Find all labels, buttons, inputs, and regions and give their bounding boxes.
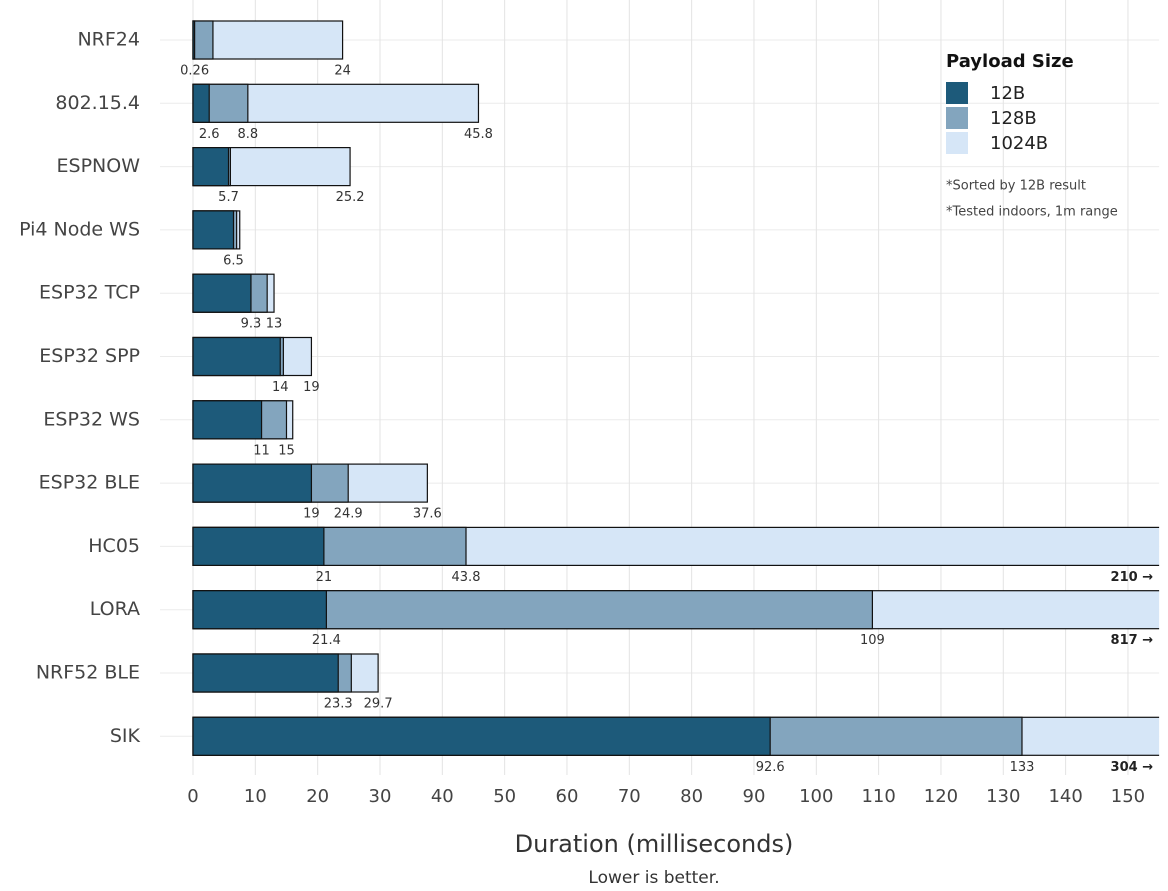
y-tick-label: LORA [90,598,140,620]
x-tick-label: 60 [556,786,579,807]
legend-swatch [946,82,968,104]
value-label: 5.7 [218,190,239,205]
bar [192,526,325,567]
bar [192,463,313,503]
x-tick-label: 80 [680,786,703,807]
x-tick-label: 90 [743,786,766,807]
note: *Sorted by 12B result [946,179,1086,194]
value-label: 29.7 [364,697,393,712]
value-label: 21.4 [312,633,341,648]
value-label: 15 [278,443,295,458]
y-tick-label: ESPNOW [57,155,141,177]
bar [192,716,771,756]
value-label: 0.26 [180,64,209,79]
x-tick-label: 20 [306,786,329,807]
x-tick-label: 100 [799,786,833,807]
y-tick-label: HC05 [88,535,140,557]
value-label: 817 → [1111,633,1154,648]
x-tick-label: 10 [244,786,267,807]
value-label: 109 [860,633,885,648]
y-tick-label: ESP32 SPP [39,345,140,367]
note: *Tested indoors, 1m range [946,205,1118,220]
y-tick-label: ESP32 TCP [39,282,140,304]
value-label: 19 [303,507,320,522]
value-label: 19 [303,380,320,395]
bar [192,20,214,60]
value-label: 37.6 [413,507,442,522]
x-tick-label: 130 [986,786,1020,807]
x-tick-label: 30 [369,786,392,807]
value-label: 210 → [1111,570,1154,585]
legend-label: 1024B [990,133,1048,154]
legend-title: Payload Size [946,51,1074,72]
x-axis-title: Duration (milliseconds) [515,830,794,858]
legend-swatch [946,132,968,154]
value-label: 133 [1010,760,1035,775]
bar [192,83,210,123]
y-tick-label: ESP32 BLE [39,472,140,494]
value-label: 24.9 [334,507,363,522]
value-label: 24 [334,64,351,79]
bar [192,20,344,60]
x-tick-label: 150 [1111,786,1145,807]
subtitle: Lower is better. [588,868,719,888]
bar [192,590,327,630]
bar [192,336,281,377]
legend-swatch [946,107,968,129]
value-label: 14 [272,380,289,395]
bar [192,20,196,60]
value-label: 25.2 [336,190,365,205]
y-tick-label: SIK [110,725,141,747]
value-label: 9.3 [241,317,262,332]
value-label: 11 [253,443,270,458]
bar [192,653,339,693]
bar [192,273,252,313]
y-tick-label: NRF24 [77,29,140,51]
value-label: 92.6 [756,760,785,775]
x-tick-label: 120 [924,786,958,807]
value-label: 8.8 [238,127,259,142]
x-tick-label: 50 [493,786,516,807]
x-tick-label: 0 [187,786,198,807]
value-label: 21 [316,570,333,585]
legend-label: 128B [990,108,1037,129]
y-tick-label: Pi4 Node WS [19,218,140,240]
bar [192,210,235,250]
y-tick-label: 802.15.4 [55,92,140,114]
labels: 0 10 20 30 40 50 60 70 80 90 100 110 120 130 140 150 NRF… [19,29,1153,808]
bars [192,20,1160,756]
bar [192,400,263,440]
value-label: 43.8 [452,570,481,585]
y-tick-label: ESP32 WS [43,408,140,430]
value-label: 6.5 [223,253,244,268]
x-tick-label: 110 [861,786,895,807]
value-label: 23.3 [324,697,353,712]
value-label: 45.8 [464,127,493,142]
y-tick-label: NRF52 BLE [36,662,140,684]
legend-label: 12B [990,83,1025,104]
value-label: 2.6 [199,127,220,142]
value-label: 13 [266,317,283,332]
x-tick-label: 140 [1048,786,1082,807]
x-tick-label: 40 [431,786,454,807]
bar [192,147,230,187]
value-label: 304 → [1111,760,1154,775]
x-tick-label: 70 [618,786,641,807]
